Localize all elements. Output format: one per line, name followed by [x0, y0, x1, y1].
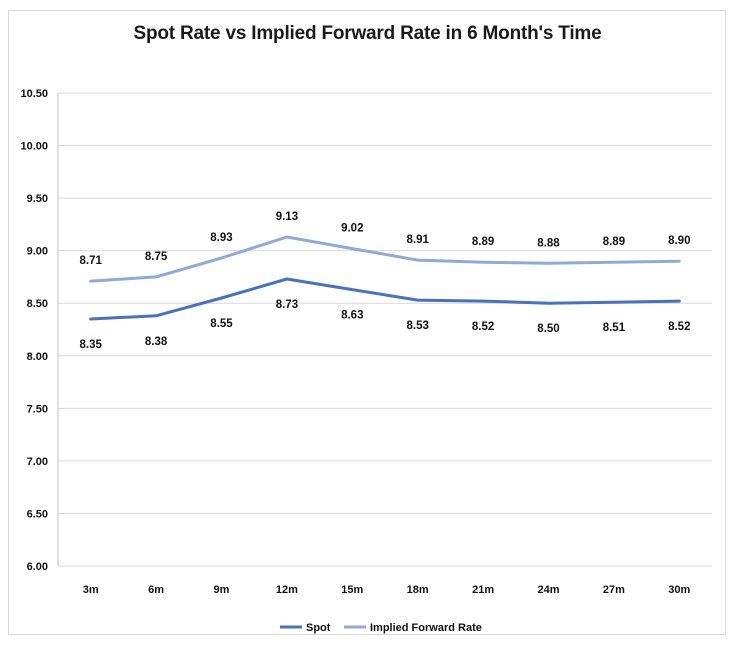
data-label: 8.89	[603, 236, 625, 248]
data-label: 8.50	[537, 323, 559, 335]
y-tick-label: 6.50	[27, 508, 48, 520]
series-lines	[89, 235, 681, 321]
x-tick-label: 12m	[276, 584, 298, 596]
x-tick-label: 27m	[603, 584, 625, 596]
data-label: 8.38	[145, 336, 168, 348]
data-label: 8.75	[145, 251, 168, 263]
x-tick-label: 6m	[148, 584, 164, 596]
data-label: 8.52	[668, 321, 690, 333]
data-label: 8.88	[537, 237, 560, 249]
x-tick-label: 24m	[537, 584, 559, 596]
data-label: 8.91	[407, 234, 430, 246]
x-tick-label: 9m	[214, 584, 230, 596]
x-axis: 3m 6m 9m 12m 15m 18m 21m 24m 27m 30m	[83, 584, 691, 596]
y-tick-label: 10.50	[20, 88, 48, 100]
series-line-spot	[89, 277, 681, 321]
y-tick-label: 8.50	[27, 298, 48, 310]
y-tick-label: 8.00	[27, 351, 48, 363]
data-label: 8.63	[341, 310, 363, 322]
y-axis: 6.00 6.50 7.00 7.50 8.00 8.50 9.00 9.50 10.00 10.…	[20, 88, 59, 573]
data-label: 8.93	[210, 232, 232, 244]
y-tick-label: 9.00	[27, 246, 48, 258]
data-label: 8.89	[472, 236, 494, 248]
x-tick-label: 3m	[83, 584, 99, 596]
chart-title: Spot Rate vs Implied Forward Rate in 6 M…	[133, 23, 602, 44]
data-label: 9.02	[341, 223, 363, 235]
legend: Spot Implied Forward Rate	[280, 622, 482, 634]
y-tick-label: 7.50	[27, 403, 48, 415]
legend-label: Implied Forward Rate	[370, 622, 482, 634]
y-tick-label: 9.50	[27, 193, 48, 205]
data-label: 8.71	[80, 255, 103, 267]
x-tick-label: 30m	[668, 584, 690, 596]
data-label: 8.90	[668, 235, 690, 247]
data-label: 9.13	[276, 211, 298, 223]
data-labels: 8.35 8.38 8.55 8.73 8.63 8.53 8.52 8.50 8.51 8.52…	[80, 211, 691, 351]
data-label: 8.53	[407, 320, 429, 332]
x-tick-label: 18m	[407, 584, 429, 596]
x-tick-label: 21m	[472, 584, 494, 596]
y-tick-label: 7.00	[27, 456, 48, 468]
gridlines	[58, 92, 712, 567]
chart-frame	[8, 10, 726, 635]
data-label: 8.73	[276, 299, 298, 311]
data-label: 8.51	[603, 322, 626, 334]
data-label: 8.52	[472, 321, 494, 333]
data-label: 8.35	[80, 339, 103, 351]
y-tick-label: 6.00	[27, 561, 48, 573]
x-tick-label: 15m	[341, 584, 363, 596]
y-tick-label: 10.00	[20, 141, 48, 153]
series-line-implied-forward-rate	[89, 235, 681, 283]
legend-label: Spot	[306, 622, 331, 634]
data-label: 8.55	[210, 318, 233, 330]
